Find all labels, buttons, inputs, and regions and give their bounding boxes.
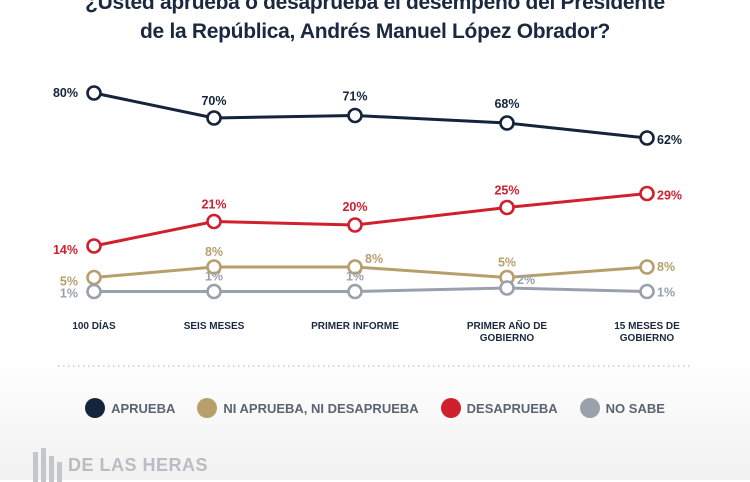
x-tick-label-3: PRIMER INFORME bbox=[311, 321, 399, 332]
data-label-desaprueba-1: 14% bbox=[53, 243, 78, 257]
x-tick-label-1: 100 DÍAS bbox=[72, 319, 116, 332]
point-ni-aprueba-ni-desaprueba-3 bbox=[347, 259, 363, 275]
data-label-aprueba-2: 70% bbox=[201, 94, 226, 108]
data-label-desaprueba-3: 20% bbox=[342, 200, 367, 214]
point-no-sabe-2 bbox=[206, 283, 222, 300]
point-ni-aprueba-ni-desaprueba-5 bbox=[639, 259, 655, 275]
data-label-ni-aprueba-ni-desaprueba-5: 8% bbox=[657, 260, 675, 274]
data-label-aprueba-5: 62% bbox=[657, 133, 682, 147]
data-label-desaprueba-5: 29% bbox=[657, 189, 682, 203]
legend-item-aprueba: APRUEBA bbox=[85, 398, 175, 418]
legend-item-no-sabe: NO SABE bbox=[579, 398, 665, 418]
legend-swatch-ni-aprueba-ni-desaprueba bbox=[197, 398, 218, 418]
point-no-sabe-5 bbox=[639, 283, 655, 300]
data-label-ni-aprueba-ni-desaprueba-4: 5% bbox=[498, 256, 516, 270]
point-desaprueba-4 bbox=[499, 199, 515, 216]
chart-title-line-2: de la República, Andrés Manuel López Obr… bbox=[140, 20, 610, 43]
x-tick-label-5-line-1: 15 MESES DE bbox=[614, 321, 680, 332]
chart-legend: APRUEBA NI APRUEBA, NI DESAPRUEBA DESAPR… bbox=[0, 398, 750, 418]
point-no-sabe-3 bbox=[347, 283, 363, 300]
x-tick-label-2: SEIS MESES bbox=[184, 321, 245, 332]
point-aprueba-2 bbox=[206, 110, 222, 126]
line-chart: 80% 70% 71% 68% 62% 14% 21% 20% 25% 29% 5% 8% 8% 5% 8%… bbox=[53, 85, 690, 367]
data-label-no-sabe-1: 1% bbox=[60, 287, 78, 301]
data-label-no-sabe-2: 1% bbox=[205, 270, 223, 284]
chart-title-line-1: ¿Usted aprueba o desaprueba el desempeño… bbox=[85, 0, 665, 14]
chart-title: ¿Usted aprueba o desaprueba el desempeño… bbox=[0, 0, 750, 46]
point-aprueba-4 bbox=[499, 115, 515, 131]
data-label-desaprueba-4: 25% bbox=[494, 184, 519, 198]
data-label-desaprueba-2: 21% bbox=[201, 198, 226, 212]
series-line-desaprueba bbox=[93, 192, 648, 248]
point-desaprueba-1 bbox=[86, 238, 102, 254]
data-label-no-sabe-5: 1% bbox=[657, 286, 675, 300]
data-label-no-sabe-4: 2% bbox=[517, 273, 535, 287]
point-ni-aprueba-ni-desaprueba-2 bbox=[206, 259, 222, 275]
data-label-ni-aprueba-ni-desaprueba-3: 8% bbox=[365, 252, 383, 266]
brand-logo: DE LAS HERAS bbox=[33, 448, 208, 482]
data-label-aprueba-3: 71% bbox=[342, 90, 367, 104]
legend-swatch-no-sabe bbox=[579, 398, 600, 418]
point-aprueba-3 bbox=[347, 107, 363, 124]
legend-label-ni-aprueba-ni-desaprueba: NI APRUEBA, NI DESAPRUEBA bbox=[223, 400, 419, 416]
point-ni-aprueba-ni-desaprueba-1 bbox=[86, 269, 102, 286]
point-desaprueba-3 bbox=[347, 217, 363, 233]
legend-label-no-sabe: NO SABE bbox=[605, 400, 665, 416]
x-tick-label-4-line-1: PRIMER AÑO DE bbox=[467, 319, 548, 332]
legend-item-ni-aprueba-ni-desaprueba: NI APRUEBA, NI DESAPRUEBA bbox=[197, 398, 419, 418]
x-tick-label-5-line-2: GOBIERNO bbox=[620, 333, 675, 344]
brand-name: DE LAS HERAS bbox=[68, 454, 209, 475]
series-line-no-sabe bbox=[94, 286, 648, 293]
data-label-ni-aprueba-ni-desaprueba-2: 8% bbox=[205, 245, 223, 259]
series-line-aprueba bbox=[93, 91, 648, 140]
legend-item-desaprueba: DESAPRUEBA bbox=[440, 398, 558, 418]
data-label-ni-aprueba-ni-desaprueba-1: 5% bbox=[60, 275, 78, 289]
point-no-sabe-4 bbox=[499, 280, 515, 296]
data-label-aprueba-4: 68% bbox=[494, 97, 519, 111]
legend-label-desaprueba: DESAPRUEBA bbox=[466, 400, 558, 416]
point-no-sabe-1 bbox=[86, 283, 102, 300]
legend-swatch-desaprueba bbox=[440, 398, 461, 418]
point-desaprueba-5 bbox=[639, 185, 655, 202]
brand-logo-icon bbox=[33, 448, 62, 482]
point-aprueba-1 bbox=[86, 85, 102, 101]
data-label-no-sabe-3: 1% bbox=[346, 270, 364, 284]
x-tick-label-4-line-2: GOBIERNO bbox=[480, 333, 535, 344]
legend-swatch-aprueba bbox=[85, 398, 106, 418]
point-aprueba-5 bbox=[639, 130, 655, 146]
point-desaprueba-2 bbox=[206, 213, 222, 230]
series-line-ni-aprueba-ni-desaprueba bbox=[93, 265, 648, 279]
legend-label-aprueba: APRUEBA bbox=[111, 400, 176, 416]
data-label-aprueba-1: 80% bbox=[53, 86, 78, 100]
